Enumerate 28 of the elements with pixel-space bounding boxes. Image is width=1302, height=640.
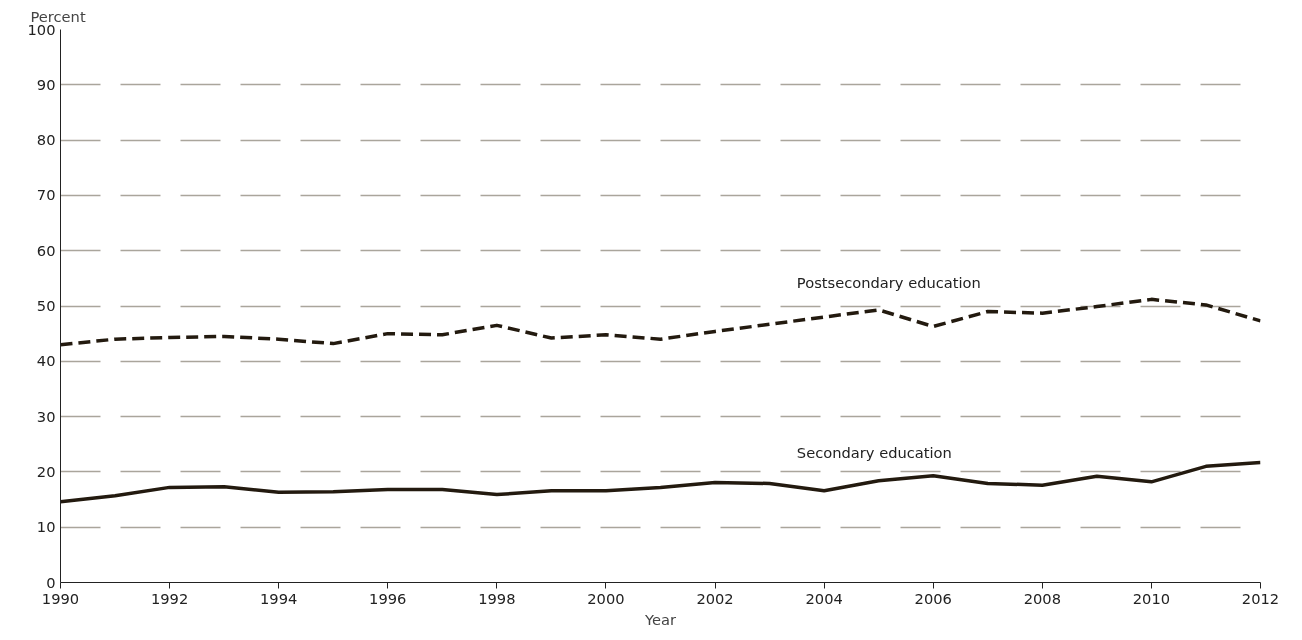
x-tick-label: 1990	[41, 589, 80, 607]
x-tick-label: 1994	[260, 589, 298, 607]
y-axis-title: Percent	[30, 7, 86, 25]
x-tick-label: 1998	[478, 589, 516, 607]
y-tick-label: 90	[36, 75, 56, 93]
y-tick-label: 50	[36, 297, 56, 314]
x-tick-label: 2008	[1023, 589, 1061, 607]
y-tick-label: 70	[36, 186, 56, 204]
y-tick-label: 20	[36, 462, 56, 480]
x-tick-label: 2010	[1132, 589, 1171, 607]
y-tick-label: 10	[36, 518, 56, 536]
y-tick-label: 60	[36, 241, 56, 259]
y-tick-label: 80	[36, 131, 56, 149]
series-label: Postsecondary education	[796, 273, 981, 291]
y-tick-label: 0	[46, 573, 56, 591]
x-axis-title: Year	[643, 610, 677, 628]
x-tick-label: 1992	[150, 589, 189, 607]
x-tick-label: 2006	[914, 589, 952, 607]
line-series	[60, 297, 1261, 347]
x-tick-label: 2002	[696, 589, 734, 607]
x-tick-label: 2000	[587, 589, 625, 607]
y-tick-label: 40	[36, 352, 56, 370]
x-tick-label: 2004	[805, 589, 843, 607]
x-tick-label: 1996	[369, 589, 407, 607]
line-series	[60, 460, 1261, 504]
series-label: Secondary education	[796, 444, 952, 462]
x-tick-label: 2012	[1241, 589, 1280, 607]
y-tick-label: 30	[36, 407, 56, 425]
